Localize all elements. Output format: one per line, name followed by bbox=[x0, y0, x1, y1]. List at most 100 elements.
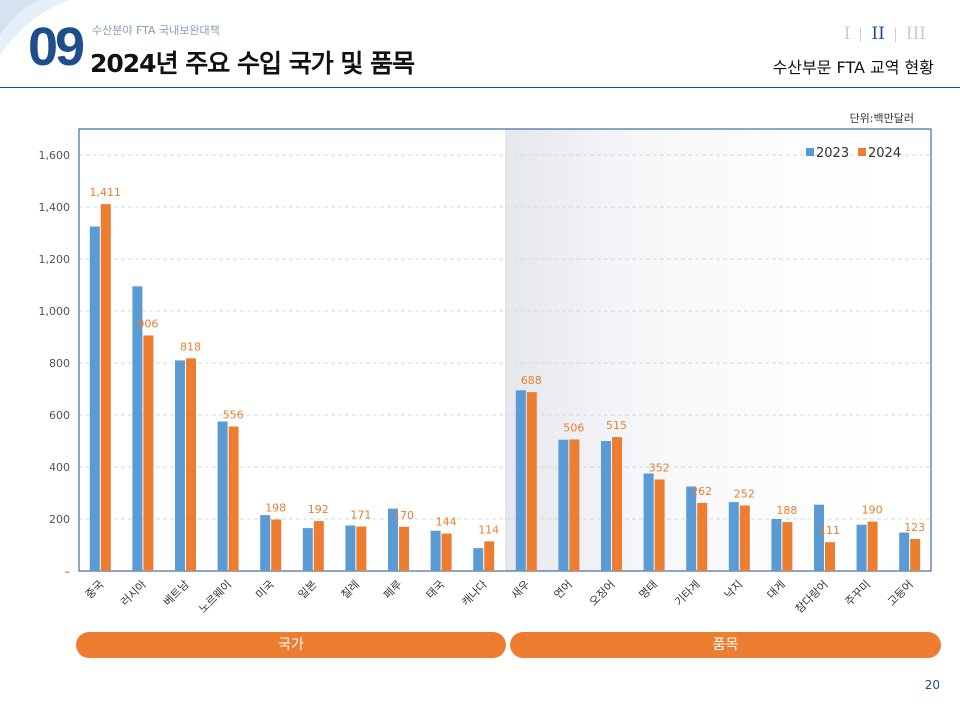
unit-label: 단위:백만달러 bbox=[849, 112, 914, 125]
bar-2023 bbox=[260, 515, 271, 571]
bar-2023 bbox=[856, 524, 867, 571]
page-title: 2024년 주요 수입 국가 및 품목 bbox=[90, 49, 415, 78]
bar-2023 bbox=[601, 441, 611, 571]
bar-2023 bbox=[132, 286, 143, 571]
group-label-countries: 국가 bbox=[76, 632, 506, 658]
legend-label-2023: 2023 bbox=[816, 146, 849, 161]
data-label-2024: 252 bbox=[734, 487, 755, 500]
bar-2024 bbox=[228, 426, 239, 571]
bar-2024 bbox=[867, 521, 878, 571]
data-label-2024: 352 bbox=[649, 461, 670, 474]
x-tick-label: 참다랑어 bbox=[793, 578, 831, 616]
y-tick-label: 600 bbox=[49, 409, 70, 422]
section-title: 수산부문 FTA 교역 현황 bbox=[772, 58, 934, 77]
group-label-items: 품목 bbox=[510, 632, 941, 658]
data-label-2024: 262 bbox=[691, 485, 712, 498]
bar-2024 bbox=[186, 358, 196, 571]
x-tick-label: 러시아 bbox=[118, 578, 149, 609]
chapter-subtitle: 수산분야 FTA 국내보완대책 bbox=[92, 24, 220, 37]
nav-item-2[interactable]: II bbox=[871, 24, 885, 44]
chapter-nav: I II III bbox=[834, 24, 936, 44]
bar-2023 bbox=[345, 525, 356, 571]
x-tick-label: 낙지 bbox=[722, 578, 746, 602]
chapter-number: 09 bbox=[28, 17, 85, 77]
bar-2024 bbox=[654, 479, 665, 571]
y-tick-label: 400 bbox=[49, 461, 70, 474]
bar-2024 bbox=[399, 526, 409, 571]
data-label-2024: 190 bbox=[862, 504, 883, 517]
legend-swatch-2024 bbox=[858, 148, 866, 156]
bar-2023 bbox=[217, 421, 228, 571]
bar-2023 bbox=[89, 226, 100, 571]
bar-2024 bbox=[612, 437, 622, 571]
bar-2023 bbox=[515, 390, 526, 571]
x-tick-label: 대게 bbox=[765, 578, 789, 602]
data-label-2024: 192 bbox=[308, 503, 329, 516]
bar-2024 bbox=[484, 541, 495, 571]
bar-2024 bbox=[569, 439, 580, 571]
x-tick-label: 노르웨이 bbox=[196, 578, 234, 616]
bar-2023 bbox=[728, 502, 739, 571]
data-label-2024: 818 bbox=[180, 340, 201, 353]
bar-2023 bbox=[899, 532, 910, 571]
x-tick-label: 기타게 bbox=[672, 578, 703, 609]
x-tick-label: 오징어 bbox=[587, 578, 618, 609]
data-label-2024: 198 bbox=[265, 502, 286, 515]
bar-2024 bbox=[825, 542, 835, 571]
bar-2024 bbox=[313, 521, 324, 571]
nav-item-3[interactable]: III bbox=[905, 24, 926, 44]
x-tick-label: 페루 bbox=[381, 578, 405, 602]
y-tick-label: – bbox=[65, 565, 71, 578]
bar-2023 bbox=[814, 504, 824, 571]
x-tick-label: 칠레 bbox=[339, 578, 363, 602]
x-tick-label: 중국 bbox=[83, 578, 107, 602]
y-tick-label: 200 bbox=[49, 513, 70, 526]
legend-label-2024: 2024 bbox=[868, 146, 901, 161]
bar-2024 bbox=[271, 519, 282, 571]
bar-2023 bbox=[771, 519, 782, 571]
data-label-2024: 144 bbox=[436, 516, 457, 529]
data-label-2024: 123 bbox=[904, 521, 925, 534]
bar-2023 bbox=[558, 439, 569, 571]
y-tick-label: 1,200 bbox=[39, 253, 71, 266]
x-tick-label: 미국 bbox=[253, 578, 277, 602]
y-tick-label: 800 bbox=[49, 357, 70, 370]
data-label-2024: 171 bbox=[350, 509, 371, 522]
x-tick-label: 일본 bbox=[295, 577, 319, 601]
bar-2023 bbox=[473, 548, 484, 571]
x-tick-label: 주꾸미 bbox=[843, 578, 874, 609]
y-tick-label: 1,400 bbox=[39, 201, 71, 214]
bar-2023 bbox=[388, 508, 398, 571]
bar-2023 bbox=[686, 486, 697, 571]
bar-2024 bbox=[910, 539, 921, 571]
bar-2024 bbox=[441, 533, 452, 571]
bar-2024 bbox=[739, 505, 750, 571]
data-label-2024: 188 bbox=[776, 504, 797, 517]
bar-2024 bbox=[356, 526, 367, 571]
plot-border bbox=[78, 128, 932, 572]
bar-2024 bbox=[143, 335, 154, 571]
x-tick-label: 연어 bbox=[552, 578, 576, 602]
data-label-2024: 688 bbox=[521, 374, 542, 387]
data-label-2024: 506 bbox=[563, 421, 584, 434]
x-tick-label: 고등어 bbox=[885, 578, 916, 609]
data-label-2024: 556 bbox=[223, 408, 244, 421]
y-tick-label: 1,600 bbox=[39, 149, 71, 162]
nav-item-1[interactable]: I bbox=[843, 24, 851, 44]
header-divider bbox=[0, 87, 960, 88]
bar-2023 bbox=[175, 360, 185, 571]
bar-2023 bbox=[643, 473, 654, 571]
data-label-2024: 1,411 bbox=[90, 186, 122, 199]
x-tick-label: 새우 bbox=[509, 578, 533, 602]
data-label-2024: 111 bbox=[819, 524, 840, 537]
corner-decoration bbox=[0, 0, 70, 55]
x-tick-label: 캐나다 bbox=[459, 578, 490, 609]
data-label-2024: 515 bbox=[606, 419, 627, 432]
legend-swatch-2023 bbox=[806, 148, 814, 156]
bar-2024 bbox=[100, 204, 111, 571]
bar-2023 bbox=[430, 530, 441, 571]
bar-2023 bbox=[302, 528, 313, 571]
x-tick-label: 태국 bbox=[424, 578, 448, 602]
nav-separator bbox=[860, 27, 862, 42]
